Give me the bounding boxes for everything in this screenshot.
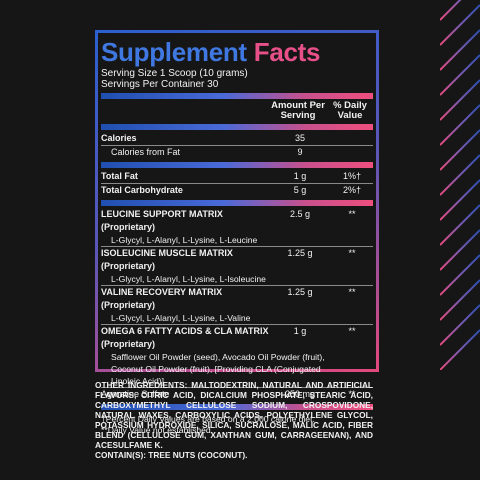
daily-value-empty (331, 132, 373, 145)
servings-per-container: Servings Per Container 30 (101, 79, 219, 90)
nutrient-name: Total Carbohydrate (101, 185, 183, 195)
column-header: Amount Per Serving % Daily Value (101, 101, 373, 121)
divider (101, 93, 373, 99)
divider (101, 404, 373, 410)
daily-value: ** (348, 326, 356, 336)
daily-value: ** (348, 287, 356, 297)
amount-header: Amount Per Serving (271, 100, 325, 121)
title-second: Facts (253, 37, 321, 67)
row-line (101, 285, 373, 286)
fact-row: Calories from Fat 9 (101, 146, 373, 159)
amount: 35 (294, 133, 305, 143)
stripes (440, 0, 480, 370)
nutrient-name: Total Fat (101, 171, 138, 181)
nutrient-name: Agmatine Sulfate (101, 389, 170, 399)
facts-body: Calories 35 Calories from Fat 9 Total Fat 1 g… (101, 124, 373, 436)
nutrient-name: OMEGA 6 FATTY ACIDS & CLA MATRIX (Propri… (101, 326, 269, 349)
row-line (101, 246, 373, 247)
row-line (101, 183, 373, 184)
amount: 2.5 g (289, 209, 311, 219)
title-first: Supplement (101, 37, 247, 67)
fact-row: Total Carbohydrate 5 g 2%† (101, 184, 373, 197)
amount: 250 mg (284, 389, 316, 399)
amount: 1 g (293, 326, 307, 336)
footnote: **Daily Value not established. (101, 425, 214, 435)
nutrient-name: ISOLEUCINE MUSCLE MATRIX (Proprietary) (101, 248, 233, 271)
amount: 5 g (293, 185, 307, 195)
fact-row: VALINE RECOVERY MATRIX (Proprietary) 1.25… (101, 286, 373, 312)
fact-row: Agmatine Sulfate 250 mg ** (101, 388, 373, 401)
daily-value-empty (331, 146, 373, 159)
daily-value: ** (348, 209, 356, 219)
daily-value: 1%† (342, 171, 361, 181)
other-ingredients: OTHER INGREDIENTS: MALTODEXTRIN, NATURAL… (95, 380, 373, 460)
facts-panel: Supplement Facts Serving Size 1 Scoop (1… (95, 30, 379, 435)
ingredients: L-Glycyl, L-Alanyl, L-Lysine, L-Valine (111, 313, 251, 323)
footnotes: †Percent Daily Values are based on a 2,0… (101, 414, 373, 436)
fact-row: ISOLEUCINE MUSCLE MATRIX (Proprietary) 1.… (101, 247, 373, 273)
row-line (101, 324, 373, 325)
other-label: OTHER INGREDIENTS: (95, 380, 188, 390)
fact-row: OMEGA 6 FATTY ACIDS & CLA MATRIX (Propri… (101, 325, 373, 351)
ingredients: Safflower Oil Powder (seed), Avocado Oil… (111, 352, 325, 386)
fact-row: LEUCINE SUPPORT MATRIX (Proprietary) 2.5 … (101, 208, 373, 234)
amount: 9 (297, 147, 303, 157)
daily-value: ** (348, 389, 356, 399)
nutrient-name: Calories from Fat (111, 147, 181, 157)
divider (101, 200, 373, 206)
amount: 1.25 g (287, 248, 313, 258)
row-line (101, 387, 373, 388)
contains: CONTAIN(S): TREE NUTS (COCONUT). (95, 450, 248, 460)
ingredients: L-Glycyl, L-Alanyl, L-Lysine, L-Leucine (111, 235, 258, 245)
fact-row: Calories 35 (101, 132, 373, 145)
footnote: †Percent Daily Values are based on a 2,0… (101, 414, 315, 424)
other-text: MALTODEXTRIN, NATURAL AND ARTIFICIAL FLA… (95, 380, 373, 450)
title: Supplement Facts (101, 37, 373, 68)
divider (101, 124, 373, 130)
divider (101, 162, 373, 168)
row-line (101, 145, 373, 146)
fact-row: Total Fat 1 g 1%† (101, 170, 373, 183)
daily-value: 2%† (342, 185, 361, 195)
nutrient-name: VALINE RECOVERY MATRIX (Proprietary) (101, 287, 223, 310)
dv-header: % Daily Value (333, 100, 367, 121)
ingredients: L-Glycyl, L-Alanyl, L-Lysine, L-Isoleuci… (111, 274, 266, 284)
serving-size: Serving Size 1 Scoop (10 grams) (101, 68, 248, 79)
amount: 1.25 g (287, 287, 313, 297)
amount: 1 g (293, 171, 307, 181)
nutrient-name: Calories (101, 133, 137, 143)
nutrient-name: LEUCINE SUPPORT MATRIX (Proprietary) (101, 209, 223, 232)
daily-value: ** (348, 248, 356, 258)
